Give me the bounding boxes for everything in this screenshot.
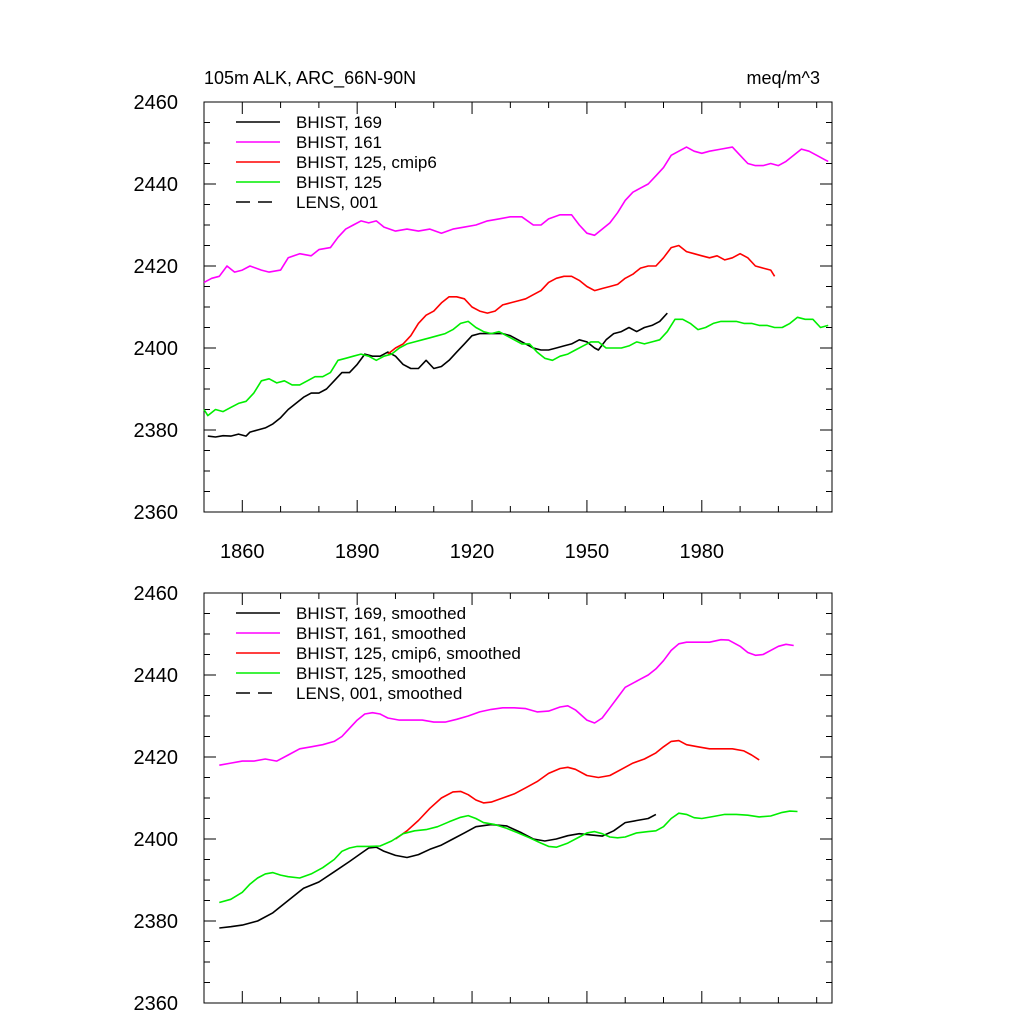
- y-tick-label: 2380: [134, 911, 179, 933]
- x-tick-label: 1980: [680, 541, 725, 563]
- y-tick-label: 2420: [134, 256, 179, 278]
- legend-label: BHIST, 125, cmip6, smoothed: [296, 644, 521, 663]
- legend-label: BHIST, 169, smoothed: [296, 604, 466, 623]
- y-tick-label: 2440: [134, 174, 179, 196]
- legend-label: BHIST, 161, smoothed: [296, 624, 466, 643]
- units-label: meq/m^3: [747, 68, 820, 88]
- series-line: [219, 813, 657, 929]
- series-line: [203, 316, 829, 417]
- chart-title: 105m ALK, ARC_66N-90N: [204, 68, 416, 89]
- legend-label: BHIST, 125, smoothed: [296, 664, 466, 683]
- y-tick-label: 2400: [134, 829, 179, 851]
- legend-label: BHIST, 125, cmip6: [296, 153, 437, 172]
- x-tick-label: 1920: [450, 541, 495, 563]
- y-tick-label: 2360: [134, 502, 179, 524]
- panel-top: 2360 2380 2400 2420 2440 2460 1860 1890 1920 1950…: [134, 92, 833, 563]
- y-tick-label: 2460: [134, 92, 179, 114]
- series-line: [219, 638, 794, 766]
- panel-bottom: 2360 2380 2400 2420 2440 2460 BHIST, 169, smoo…: [134, 583, 833, 1015]
- series-line: [395, 739, 760, 840]
- x-tick-label: 1890: [335, 541, 380, 563]
- y-tick-label: 2460: [134, 583, 179, 605]
- y-tick-label: 2400: [134, 338, 179, 360]
- series-line: [207, 312, 668, 438]
- legend-label: BHIST, 161: [296, 133, 382, 152]
- series-line: [203, 146, 829, 284]
- y-tick-label: 2360: [134, 993, 179, 1015]
- x-tick-label: 1950: [565, 541, 610, 563]
- y-tick-label: 2380: [134, 420, 179, 442]
- y-tick-label: 2420: [134, 747, 179, 769]
- legend-label: BHIST, 169: [296, 113, 382, 132]
- series-line: [219, 810, 798, 904]
- x-tick-label: 1860: [220, 541, 265, 563]
- series-line: [387, 244, 776, 355]
- y-tick-label: 2440: [134, 665, 179, 687]
- legend-label: BHIST, 125: [296, 173, 382, 192]
- legend-label: LENS, 001, smoothed: [296, 684, 462, 703]
- legend-label: LENS, 001: [296, 193, 378, 212]
